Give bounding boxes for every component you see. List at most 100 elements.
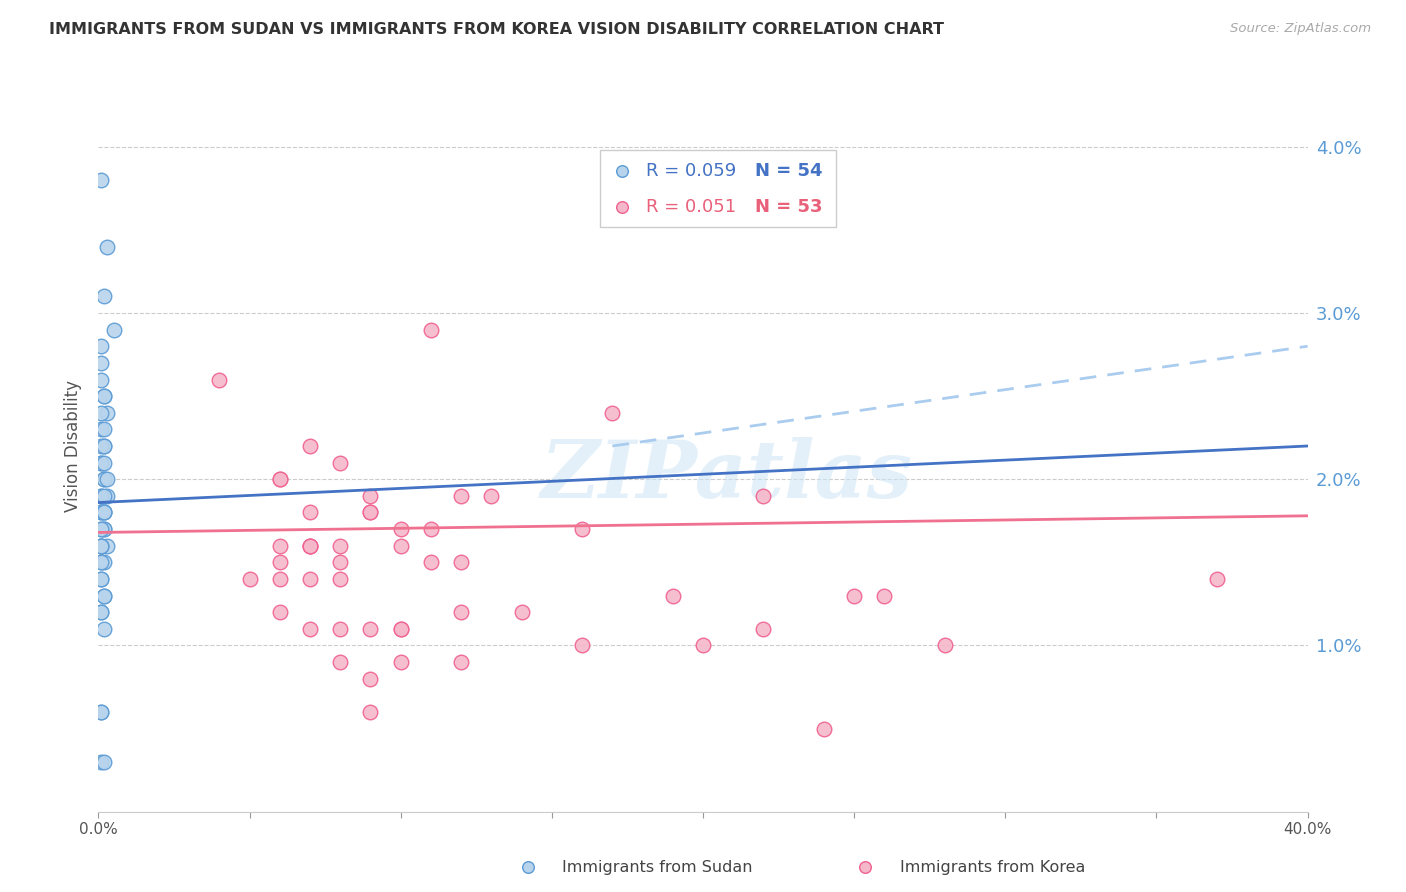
Point <box>90 705 112 719</box>
Text: R = 0.051: R = 0.051 <box>647 198 737 216</box>
Point <box>329 456 352 470</box>
Point <box>103 323 125 337</box>
Point <box>90 522 112 536</box>
Point <box>93 456 115 470</box>
Point <box>360 672 382 686</box>
Point <box>360 506 382 520</box>
Point <box>96 406 118 420</box>
Text: R = 0.059: R = 0.059 <box>647 162 737 180</box>
Point <box>299 539 322 553</box>
Point <box>269 472 291 486</box>
Point <box>360 622 382 636</box>
Point <box>90 173 112 187</box>
Point <box>93 506 115 520</box>
Point <box>93 506 115 520</box>
Point <box>692 639 714 653</box>
Point <box>90 422 112 436</box>
Point <box>90 539 112 553</box>
Point <box>93 506 115 520</box>
Point <box>93 389 115 403</box>
Point <box>1206 572 1229 586</box>
Point <box>420 555 443 569</box>
Point <box>90 456 112 470</box>
Text: Immigrants from Sudan: Immigrants from Sudan <box>562 860 752 874</box>
Point <box>93 589 115 603</box>
Point <box>90 372 112 386</box>
Y-axis label: Vision Disability: Vision Disability <box>65 380 83 512</box>
Point <box>96 539 118 553</box>
Point <box>269 539 291 553</box>
Point <box>93 472 115 486</box>
Point <box>90 555 112 569</box>
Point <box>517 860 540 874</box>
Point <box>571 522 593 536</box>
Point <box>571 639 593 653</box>
Point <box>90 489 112 503</box>
Point <box>93 522 115 536</box>
Point <box>93 589 115 603</box>
Point <box>90 572 112 586</box>
Point <box>93 622 115 636</box>
Text: Immigrants from Korea: Immigrants from Korea <box>900 860 1085 874</box>
Point <box>752 489 775 503</box>
Point <box>602 406 624 420</box>
Point <box>90 506 112 520</box>
Point <box>90 339 112 353</box>
Point <box>360 489 382 503</box>
Point <box>389 539 412 553</box>
Point <box>269 555 291 569</box>
Point <box>299 622 322 636</box>
Point <box>420 323 443 337</box>
Point <box>420 522 443 536</box>
Point <box>90 522 112 536</box>
Point <box>90 755 112 769</box>
Point <box>90 705 112 719</box>
Point <box>93 472 115 486</box>
Point <box>752 622 775 636</box>
Point <box>360 705 382 719</box>
Point <box>90 605 112 619</box>
Point <box>299 572 322 586</box>
Point <box>239 572 262 586</box>
Point <box>269 605 291 619</box>
Point <box>813 722 835 736</box>
Text: N = 54: N = 54 <box>755 162 823 180</box>
Point <box>360 506 382 520</box>
Point <box>93 389 115 403</box>
Point <box>90 555 112 569</box>
Point <box>269 472 291 486</box>
Text: Source: ZipAtlas.com: Source: ZipAtlas.com <box>1230 22 1371 36</box>
Point <box>269 572 291 586</box>
Point <box>389 622 412 636</box>
Point <box>329 655 352 669</box>
Point <box>96 489 118 503</box>
Point <box>450 555 472 569</box>
Point <box>299 439 322 453</box>
Point <box>873 589 896 603</box>
Text: ZIPatlas: ZIPatlas <box>541 436 914 514</box>
Point <box>329 539 352 553</box>
Point <box>90 406 112 420</box>
Point <box>90 605 112 619</box>
Text: IMMIGRANTS FROM SUDAN VS IMMIGRANTS FROM KOREA VISION DISABILITY CORRELATION CHA: IMMIGRANTS FROM SUDAN VS IMMIGRANTS FROM… <box>49 22 945 37</box>
Point <box>389 522 412 536</box>
Point <box>389 655 412 669</box>
Point <box>93 555 115 569</box>
Point <box>208 372 231 386</box>
Point <box>96 472 118 486</box>
Point <box>299 539 322 553</box>
Point <box>90 539 112 553</box>
Point <box>93 489 115 503</box>
Point <box>329 555 352 569</box>
Point <box>481 489 503 503</box>
Point <box>90 506 112 520</box>
Point <box>299 539 322 553</box>
Point <box>93 289 115 303</box>
Point <box>844 589 866 603</box>
Point <box>389 622 412 636</box>
Point <box>329 622 352 636</box>
Point <box>855 860 877 874</box>
Point <box>450 605 472 619</box>
Point <box>90 456 112 470</box>
Point <box>934 639 956 653</box>
